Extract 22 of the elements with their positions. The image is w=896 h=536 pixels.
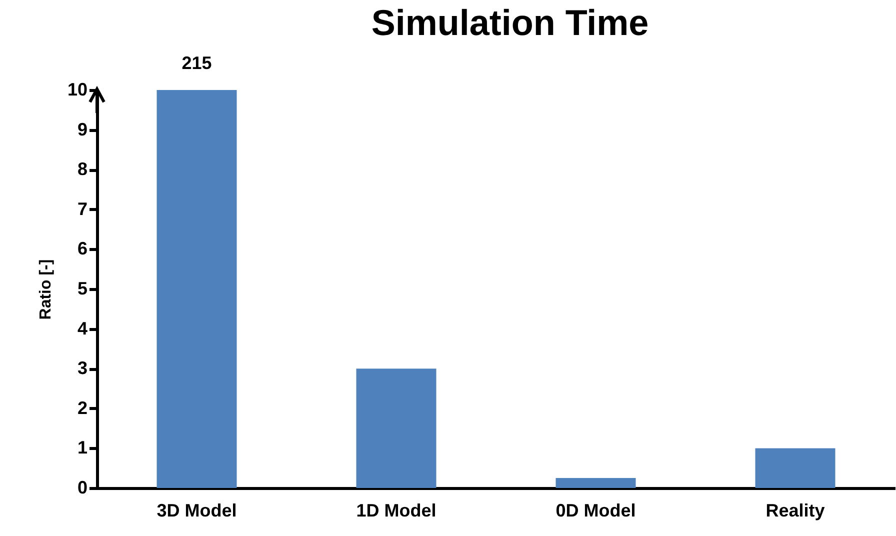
- x-tick-label: Reality: [766, 500, 825, 520]
- x-tick-label: 1D Model: [356, 500, 436, 520]
- y-tick-label: 5: [77, 278, 88, 298]
- y-tick-label: 3: [77, 358, 88, 378]
- y-axis-title: Ratio [-]: [37, 259, 54, 320]
- y-tick-label: 2: [77, 398, 88, 418]
- y-tick-label: 6: [77, 238, 88, 259]
- y-tick-label: 1: [77, 438, 88, 458]
- y-tick-label: 9: [77, 119, 88, 140]
- x-tick-label: 0D Model: [556, 500, 636, 520]
- bar: [356, 368, 436, 488]
- y-tick-label: 7: [77, 198, 88, 219]
- y-tick-label: 4: [77, 318, 88, 338]
- annotation: 215: [182, 53, 212, 73]
- bar: [755, 448, 836, 488]
- x-tick-label: 3D Model: [156, 500, 237, 520]
- y-tick-label: 10: [67, 80, 88, 100]
- y-tick-label: 8: [77, 159, 88, 180]
- bar: [556, 478, 636, 488]
- chart-title: Simulation Time: [371, 2, 649, 43]
- bar: [156, 90, 237, 488]
- y-tick-label: 0: [77, 478, 88, 498]
